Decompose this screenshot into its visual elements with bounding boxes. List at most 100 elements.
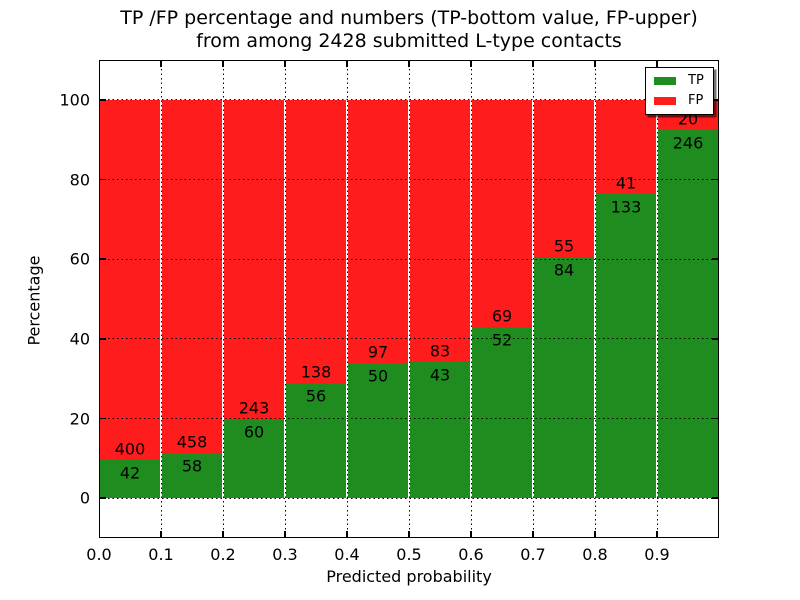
bar-fp-label: 458 — [176, 432, 208, 452]
legend-label-fp: FP — [688, 93, 704, 108]
bar-tp-label: 43 — [429, 365, 451, 385]
x-tick-mark — [594, 60, 596, 67]
bar-tp-label: 60 — [243, 422, 265, 442]
y-axis-label: Percentage — [24, 255, 44, 346]
grid-vline — [160, 60, 162, 538]
x-tick-mark — [284, 60, 286, 67]
bar-tp-segment — [348, 362, 408, 499]
grid-vline — [656, 60, 658, 538]
bar-tp-label: 42 — [119, 463, 141, 483]
y-tick-label: 100 — [59, 90, 90, 110]
bar-tp-label: 133 — [610, 197, 642, 217]
bar-tp-label: 56 — [305, 386, 327, 406]
y-tick-label: 40 — [69, 329, 90, 349]
x-tick-mark — [222, 531, 224, 538]
bar-tp-label: 50 — [367, 366, 389, 386]
x-tick-label: 0.8 — [582, 545, 608, 564]
bar-tp-segment — [410, 362, 470, 499]
grid-vline — [408, 60, 410, 538]
y-tick-mark — [712, 417, 719, 420]
legend-item-tp: TP — [654, 74, 704, 88]
grid-vline — [284, 60, 286, 538]
y-tick-mark — [712, 497, 719, 499]
grid-hline — [99, 99, 719, 101]
x-tick-mark — [532, 531, 534, 538]
x-tick-label: 0.2 — [210, 545, 236, 564]
y-tick-mark — [99, 178, 106, 181]
x-tick-label: 0.9 — [644, 545, 670, 564]
bar-fp-segment — [410, 99, 470, 363]
x-tick-mark — [346, 531, 348, 538]
grid-vline — [346, 60, 348, 538]
grid-vline — [470, 60, 472, 538]
x-tick-mark — [222, 60, 224, 67]
legend-swatch-tp — [654, 77, 676, 85]
bar-tp-label: 52 — [491, 330, 513, 350]
x-tick-mark — [284, 531, 286, 538]
y-tick-mark — [712, 99, 719, 101]
bar-tp-segment — [162, 453, 222, 499]
legend-swatch-fp — [654, 97, 676, 105]
x-tick-mark — [408, 60, 410, 67]
y-tick-mark — [99, 99, 106, 101]
x-tick-mark — [408, 531, 410, 538]
bar-fp-label: 55 — [553, 236, 575, 256]
y-tick-mark — [99, 338, 106, 340]
x-tick-label: 0.3 — [272, 545, 298, 564]
x-tick-mark — [470, 531, 472, 538]
y-tick-mark — [99, 417, 106, 420]
bar-fp-segment — [472, 99, 532, 327]
bar-tp-label: 246 — [672, 133, 704, 153]
chart-title: TP /FP percentage and numbers (TP-bottom… — [0, 7, 800, 53]
x-axis-label: Predicted probability — [326, 567, 492, 586]
bar-fp-label: 69 — [491, 306, 513, 326]
grid-hline — [99, 258, 719, 260]
x-tick-mark — [594, 531, 596, 538]
x-tick-label: 0.5 — [396, 545, 422, 564]
x-tick-label: 0.0 — [86, 545, 112, 564]
chart-title-line1: TP /FP percentage and numbers (TP-bottom… — [120, 7, 698, 29]
bar-tp-label: 84 — [553, 260, 575, 280]
y-tick-mark — [99, 258, 106, 260]
bar-fp-label: 400 — [114, 439, 146, 459]
grid-vline — [222, 60, 224, 538]
y-tick-label: 0 — [79, 488, 90, 508]
grid-hline — [99, 179, 719, 180]
bar-tp-segment — [224, 419, 284, 499]
legend-label-tp: TP — [688, 73, 704, 88]
grid-vline — [532, 60, 534, 538]
y-tick-label: 60 — [69, 249, 90, 269]
legend-item-fp: FP — [654, 94, 704, 108]
y-tick-mark — [712, 178, 719, 181]
x-tick-mark — [346, 60, 348, 67]
x-tick-mark — [656, 531, 658, 538]
legend: TP FP — [645, 67, 714, 115]
bar-fp-label: 97 — [367, 342, 389, 362]
bar-fp-segment — [162, 99, 222, 454]
bar-fp-segment — [348, 99, 408, 363]
bar-tp-segment — [472, 326, 532, 499]
bar-fp-label: 138 — [300, 362, 332, 382]
bar-tp-segment — [286, 383, 346, 499]
y-tick-mark — [99, 497, 106, 499]
grid-hline — [99, 497, 719, 499]
x-tick-mark — [160, 531, 162, 538]
x-tick-label: 0.6 — [458, 545, 484, 564]
grid-hline — [99, 338, 719, 340]
bar-fp-segment — [100, 99, 160, 461]
x-tick-mark — [656, 60, 658, 67]
plot-area: 400 42 458 58 243 60 138 56 97 50 83 43 69 52 55 84 41 13… — [99, 60, 719, 538]
bar-tp-segment — [596, 193, 656, 499]
y-tick-mark — [712, 338, 719, 340]
bar-tp-segment — [658, 129, 718, 499]
bar-fp-segment — [596, 99, 656, 194]
bar-fp-label: 243 — [238, 398, 270, 418]
bar-fp-segment — [534, 99, 594, 258]
y-tick-label: 80 — [69, 170, 90, 189]
x-tick-mark — [470, 60, 472, 67]
bar-fp-segment — [286, 99, 346, 384]
bar-tp-segment — [534, 257, 594, 499]
grid-vline — [594, 60, 596, 538]
bar-fp-label: 41 — [615, 173, 637, 193]
